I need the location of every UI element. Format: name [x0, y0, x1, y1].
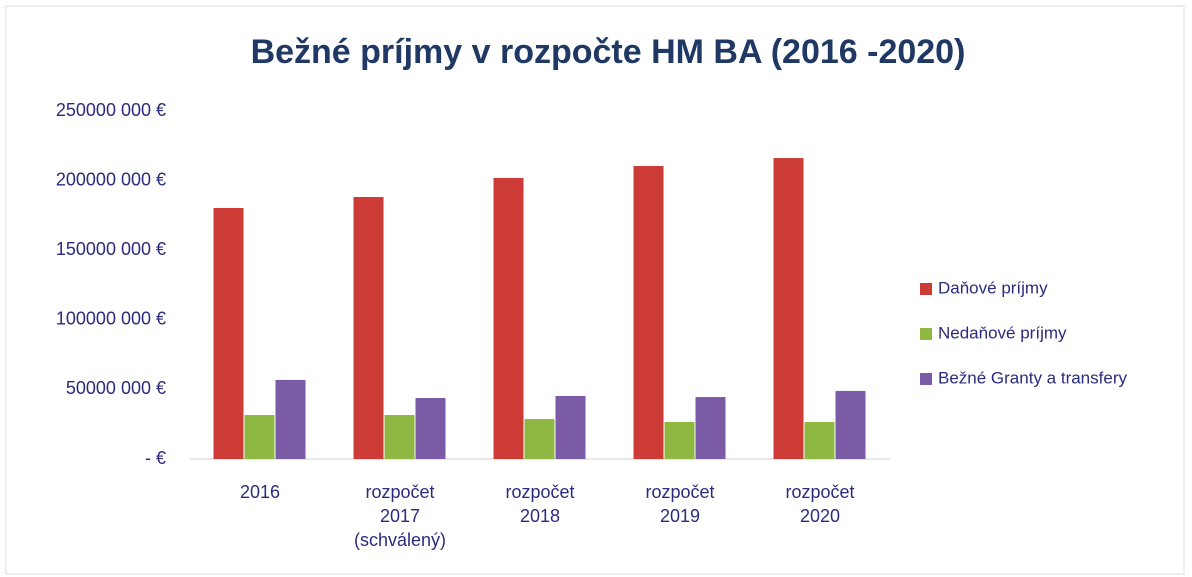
bar	[493, 177, 524, 459]
bar	[244, 415, 275, 459]
y-tick-label: 250000 000 €	[56, 100, 166, 120]
bar	[633, 165, 664, 459]
chart-border	[5, 5, 1185, 575]
bar	[664, 421, 695, 459]
x-tick-label: rozpočet 2019	[645, 482, 715, 526]
y-tick-label: 200000 000 €	[56, 169, 166, 189]
y-tick-label: - €	[145, 448, 166, 468]
bar	[213, 208, 244, 459]
bar	[835, 390, 866, 459]
legend-label: Daňové príjmy	[938, 278, 1048, 297]
x-tick-label: rozpočet 2020	[785, 482, 855, 526]
x-tick-label: 2016	[239, 482, 281, 502]
bar	[773, 158, 804, 459]
bar	[695, 397, 726, 459]
bar	[415, 398, 446, 459]
bar	[555, 395, 586, 459]
legend-swatch	[920, 373, 932, 385]
x-tick-label: rozpočet 2017 (schválený)	[353, 482, 447, 550]
bar	[804, 421, 835, 459]
y-tick-label: 150000 000 €	[56, 239, 166, 259]
bar	[524, 419, 555, 459]
bar	[384, 415, 415, 459]
legend-label: Nedaňové príjmy	[938, 323, 1067, 342]
y-tick-label: 100000 000 €	[56, 309, 166, 329]
y-tick-label: 50000 000 €	[66, 378, 166, 398]
legend-swatch	[920, 283, 932, 295]
bar	[275, 379, 306, 459]
chart-title: Bežné príjmy v rozpočte HM BA (2016 -202…	[251, 33, 966, 71]
bar	[353, 197, 384, 459]
legend-swatch	[920, 328, 932, 340]
legend-label: Bežné Granty a transfery	[938, 368, 1127, 387]
x-tick-label: rozpočet 2018	[505, 482, 575, 526]
